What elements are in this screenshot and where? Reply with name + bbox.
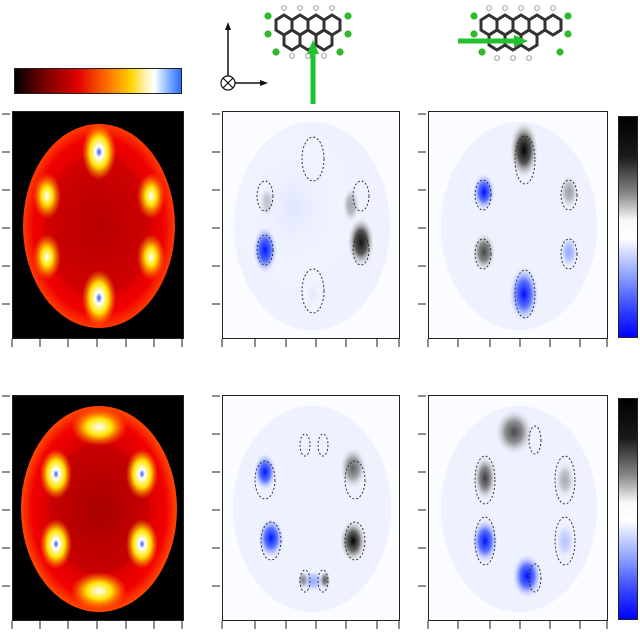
diff-panel-bottom-middle xyxy=(222,395,400,621)
heatmap-top xyxy=(12,111,184,339)
heat-colorbar xyxy=(14,68,182,94)
molecule-vertical-arrow xyxy=(264,5,352,104)
diff-panel-top-right xyxy=(428,111,608,339)
heatmap-bottom xyxy=(12,395,184,621)
molecule-horizontal-arrow xyxy=(458,5,572,61)
diff-colorbar-top xyxy=(618,116,638,338)
coordinate-axes xyxy=(220,22,268,91)
diff-panel-bottom-right xyxy=(428,395,608,621)
diff-colorbar-bottom xyxy=(618,398,638,620)
diff-panel-top-middle xyxy=(222,111,400,339)
